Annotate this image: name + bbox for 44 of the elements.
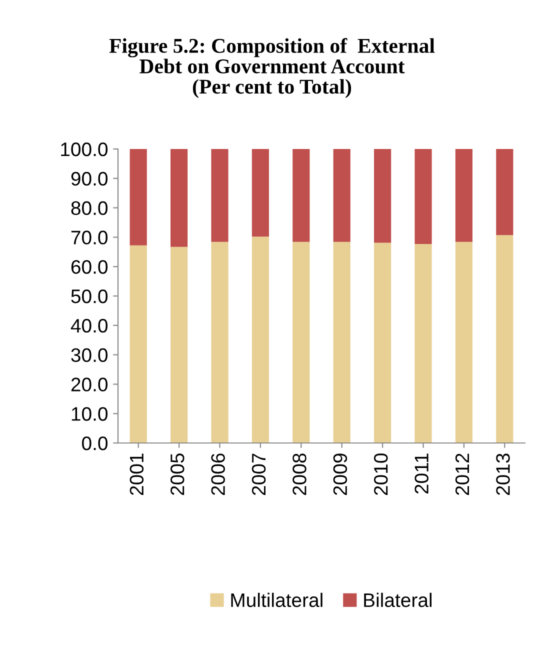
y-tick-label: 40.0 [70,318,108,333]
bar [374,149,392,243]
bar [252,236,269,443]
bar [252,149,269,237]
bar [496,235,514,443]
y-tick-label: 20.0 [71,378,108,392]
x-tick-label: 2012 [455,454,470,495]
bar [170,246,188,443]
bar [333,242,350,443]
x-tick-label: 2006 [211,454,225,495]
y-tick-label: 100.0 [61,142,108,156]
y-tick-label: 60.0 [71,260,108,274]
bar [292,242,310,443]
bar [374,242,392,443]
bar [211,149,228,242]
bar [130,245,147,443]
bar [333,149,350,242]
y-tick-label: 0.0 [82,436,108,450]
x-tick-label: 2001 [130,454,144,495]
bar [414,149,432,244]
bar [496,149,514,236]
legend-label: Multilateral [231,592,322,608]
chart-title: Figure 5.2: Composition of External Debt on Government Account (Per cent to Total) [109,38,435,98]
x-tick-label: 2005 [170,454,184,495]
y-tick-label: 90.0 [71,172,108,186]
bar [455,242,472,443]
y-tick-label: 30.0 [71,348,108,362]
bar [170,149,188,247]
bar [292,149,310,242]
x-tick-label: 2008 [292,454,306,495]
x-tick-label: 2010 [374,453,388,495]
y-tick-label: 10.0 [72,407,108,421]
y-tick-label: 50.0 [71,289,108,304]
bar [130,149,147,246]
bar [211,242,228,443]
legend-label: Bilateral [364,592,432,608]
x-tick-label: 2011 [414,454,428,494]
x-tick-label: 2007 [252,454,266,495]
x-tick-label: 2009 [333,454,348,495]
bar [455,149,472,242]
x-tick-label: 2013 [496,454,510,495]
y-tick-label: 80.0 [71,201,108,216]
bar [414,244,432,443]
y-tick-label: 70.0 [71,230,108,244]
